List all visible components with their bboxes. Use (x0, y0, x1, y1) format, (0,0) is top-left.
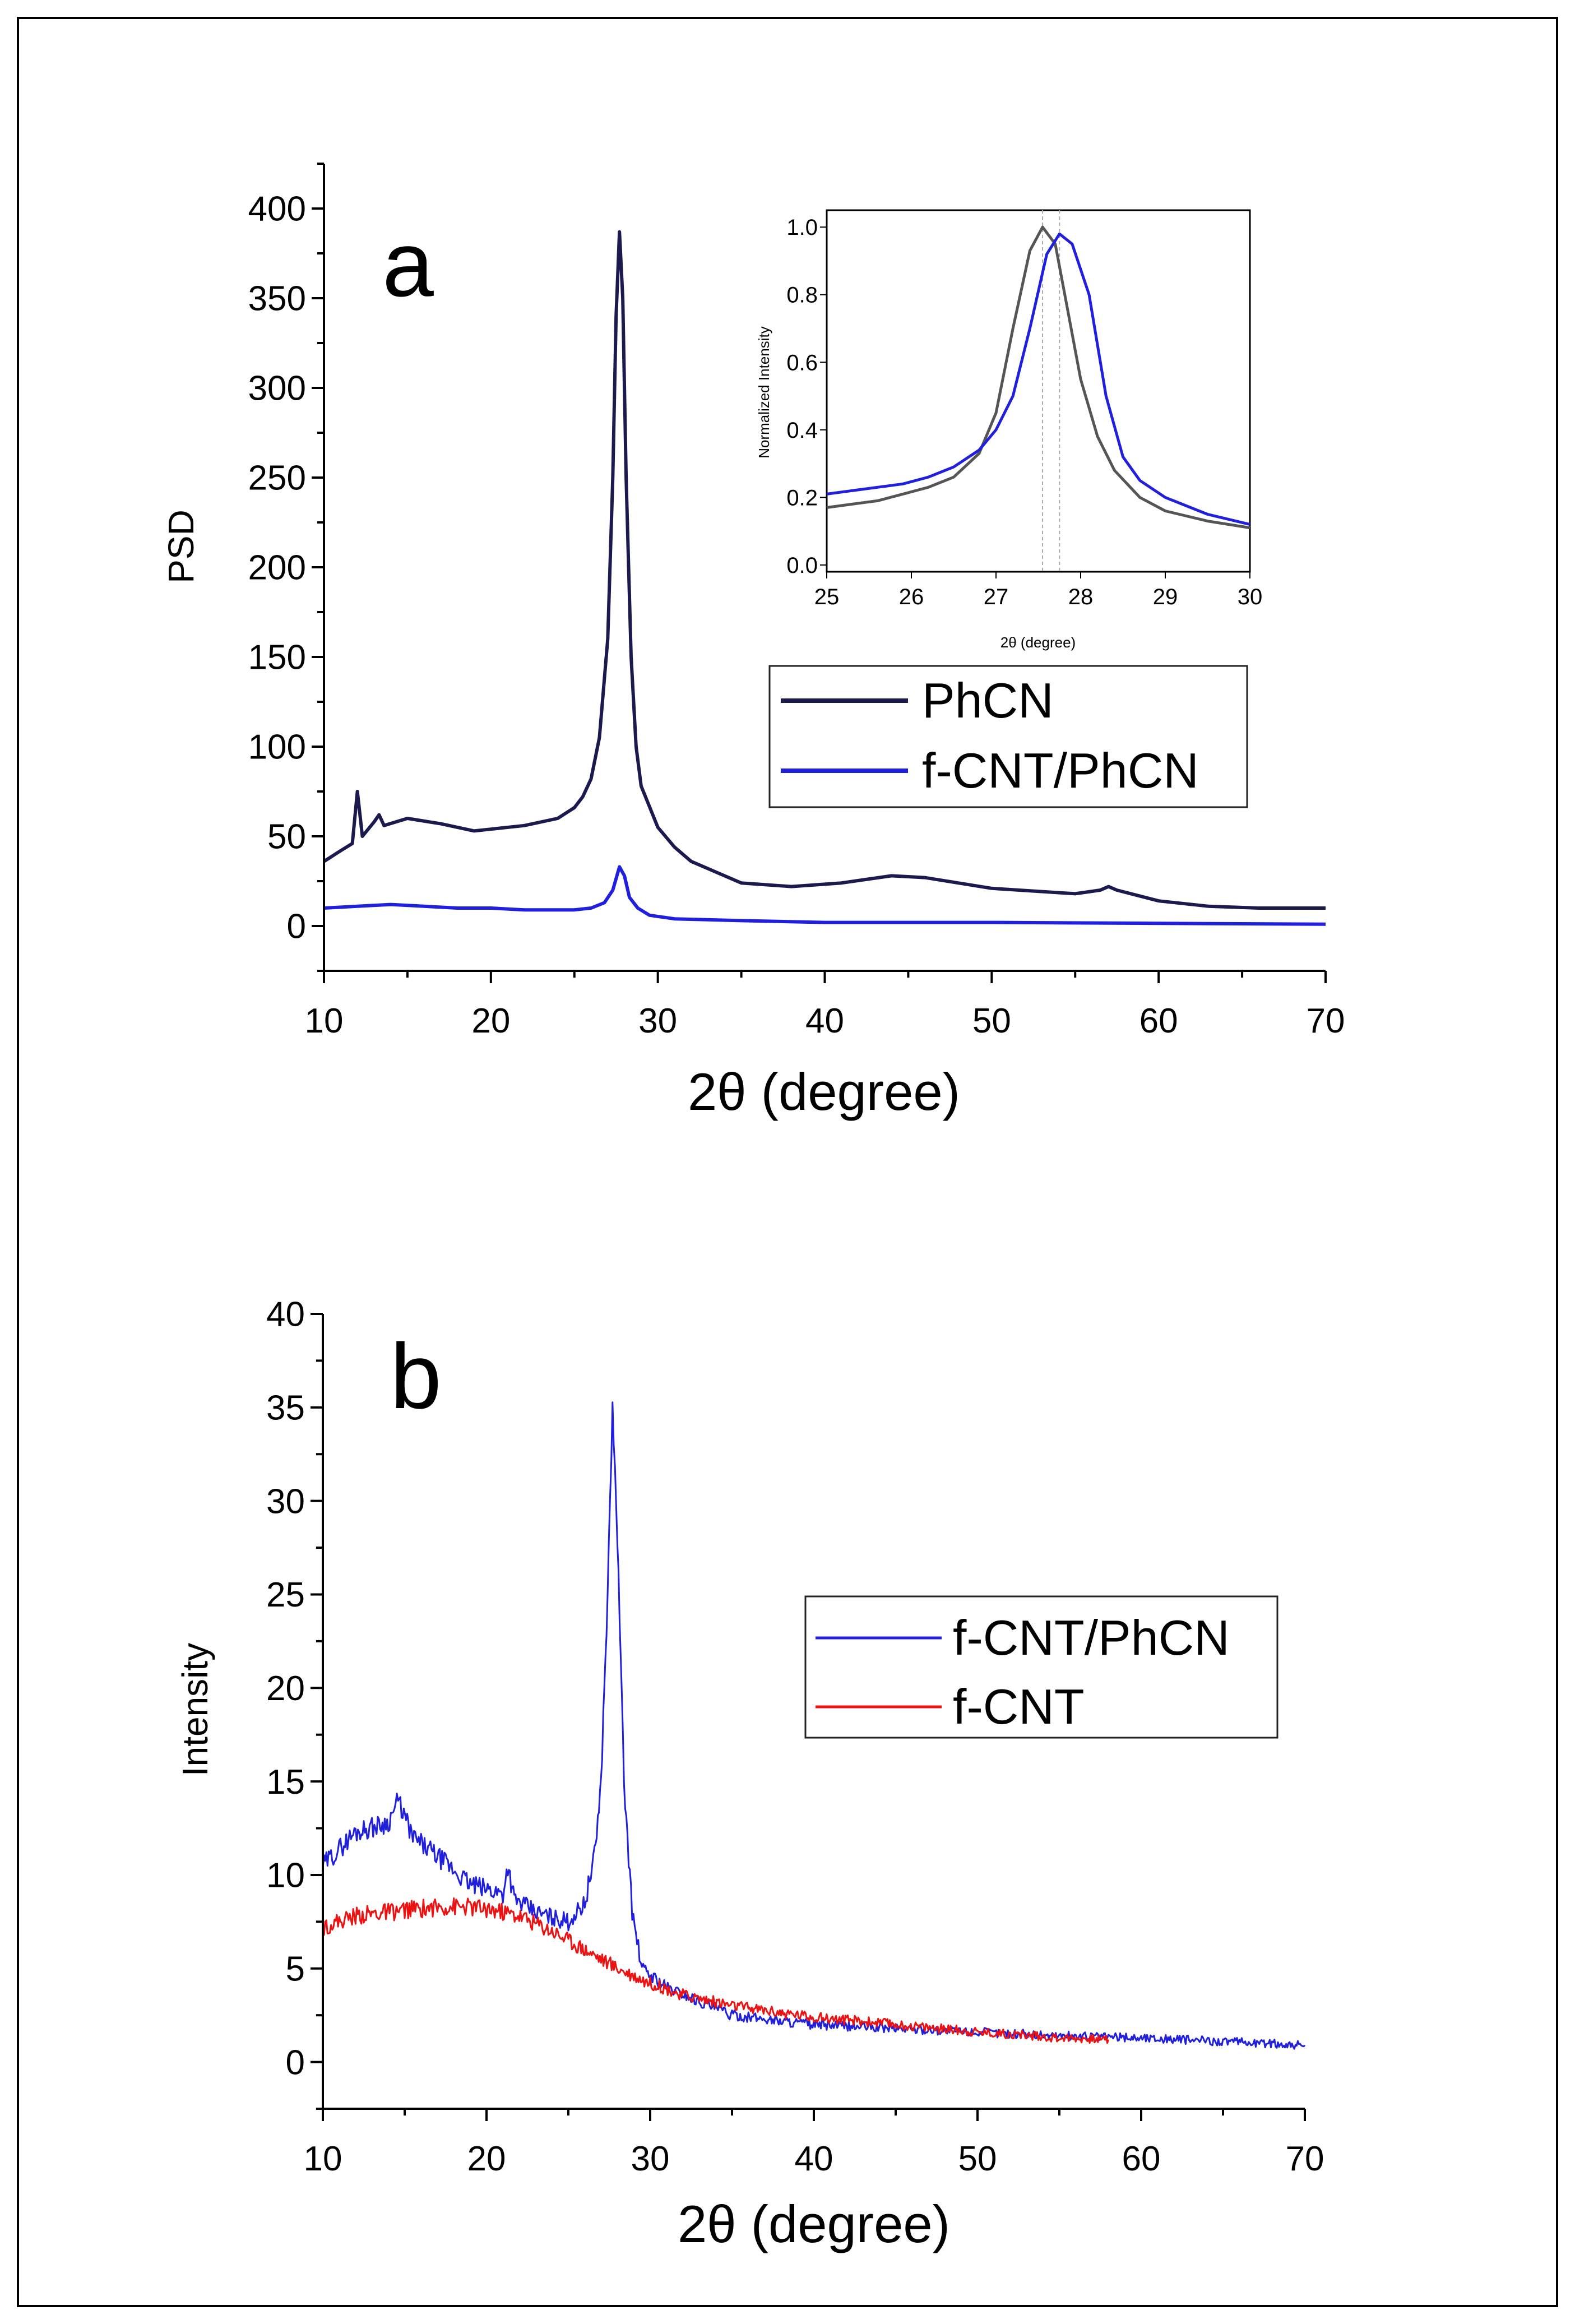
inset-reference-lines (1042, 210, 1060, 572)
panel-a-legend-label-fcnt-phcn: f-CNT/PhCN (922, 743, 1199, 798)
panel-b-y-tick-label: 0 (286, 2043, 305, 2082)
panel-b-y-ticks: 0 5 10 15 20 25 30 35 40 (266, 1295, 323, 2110)
panel-a-label: a (382, 212, 434, 316)
panel-b-y-tick-label: 10 (266, 1857, 305, 1895)
panel-a-x-tick-label: 20 (471, 1002, 510, 1040)
panel-a-y-tick-label: 100 (248, 728, 306, 767)
inset-y-ticks: 0.0 0.2 0.4 0.6 0.8 1.0 (786, 215, 827, 578)
panel-b-y-tick-label: 25 (266, 1576, 305, 1614)
panel-a-x-tick-label: 30 (638, 1002, 677, 1040)
panel-a-legend: PhCN f-CNT/PhCN (768, 665, 1248, 808)
inset-x-ticks: 25 26 27 28 29 30 (814, 572, 1263, 609)
panel-b-legend: f-CNT/PhCN f-CNT (804, 1595, 1278, 1739)
inset-x-tick-label: 30 (1238, 585, 1263, 609)
panel-a-y-tick-label: 300 (248, 369, 306, 408)
panel-a-x-tick-label: 70 (1307, 1002, 1345, 1040)
inset-y-tick-label: 0.2 (786, 485, 818, 510)
panel-a-y-tick-label: 400 (248, 190, 306, 229)
panel-a-y-tick-label: 150 (248, 638, 306, 677)
inset-y-tick-label: 0.0 (786, 553, 818, 578)
panel-a-inset: 25 26 27 28 29 30 0.0 0.2 0.4 0.6 0.8 1.0 2θ (degr… (756, 209, 1263, 651)
inset-x-tick-label: 26 (899, 585, 924, 609)
panel-b-x-tick-label: 30 (631, 2140, 670, 2178)
panel-b-y-tick-label: 40 (266, 1295, 305, 1334)
panel-a-x-tick-label: 10 (305, 1002, 344, 1040)
panel-a-series-layer (323, 230, 1326, 926)
panel-b-x-tick-label: 70 (1286, 2140, 1324, 2178)
panel-b-legend-label-fcnt: f-CNT (953, 1679, 1085, 1734)
panel-b-label: b (390, 1325, 442, 1428)
inset-x-tick-label: 27 (984, 585, 1009, 609)
panel-b-series-layer (322, 1401, 1306, 2050)
panel-a-x-tick-label: 60 (1139, 1002, 1178, 1040)
inset-x-tick-label: 25 (814, 585, 840, 609)
panel-a-y-tick-label: 200 (248, 549, 306, 587)
panel-b-x-ticks: 10 20 30 40 50 60 70 (304, 2109, 1324, 2178)
panel-b-legend-box (804, 1595, 1278, 1739)
inset-y-tick-label: 0.6 (786, 350, 818, 375)
panel-b-x-tick-label: 60 (1122, 2140, 1161, 2178)
panel-b-x-axis-label: 2θ (degree) (678, 2195, 950, 2253)
inset-series-layer (826, 225, 1250, 530)
figure-border (17, 17, 1558, 2307)
panel-b-y-tick-label: 35 (266, 1389, 305, 1428)
panel-a-y-tick-label: 0 (287, 908, 306, 946)
panel-a-y-ticks: 0 50 100 150 200 250 300 350 400 (248, 163, 324, 972)
panel-a: 10 20 30 40 50 60 70 050100150200250300350400 … (161, 163, 1345, 1121)
panel-a-x-tick-label: 40 (805, 1002, 844, 1040)
panel-b: 10 20 30 40 50 60 70 0 5 10 15 20 25 30 35 40 2θ (degr… (175, 1295, 1324, 2253)
inset-series-1 (826, 232, 1250, 526)
panel-a-y-tick-label: 50 (267, 818, 306, 857)
inset-series-0 (826, 225, 1250, 530)
inset-plot-area (826, 209, 1251, 573)
panel-b-x-tick-label: 40 (795, 2140, 833, 2178)
panel-a-legend-box (768, 665, 1248, 808)
panel-b-x-tick-label: 10 (304, 2140, 342, 2178)
panel-b-x-tick-label: 20 (467, 2140, 506, 2178)
panel-b-y-axis-label: Intensity (175, 1643, 215, 1776)
inset-y-tick-label: 0.4 (786, 418, 818, 443)
inset-y-axis-label: Normalized Intensity (756, 326, 772, 459)
panel-a-y-tick-label: 350 (248, 280, 306, 318)
panel-a-x-ticks: 10 20 30 40 50 60 70 (305, 971, 1345, 1040)
panel-a-y-tick-label: 250 (248, 459, 306, 498)
inset-x-tick-label: 29 (1153, 585, 1178, 609)
panel-b-y-tick-label: 5 (286, 1950, 305, 1988)
panel-a-legend-label-phcn: PhCN (922, 673, 1054, 728)
panel-b-y-tick-label: 20 (266, 1669, 305, 1708)
panel-b-y-tick-label: 30 (266, 1482, 305, 1521)
panel-b-series-1 (322, 1897, 1110, 2044)
inset-x-axis-label: 2θ (degree) (1000, 634, 1076, 651)
panel-b-y-tick-label: 15 (266, 1763, 305, 1802)
inset-y-tick-label: 1.0 (786, 215, 818, 240)
panel-a-x-axis-label: 2θ (degree) (688, 1062, 960, 1121)
panel-b-legend-label-fcnt-phcn: f-CNT/PhCN (953, 1610, 1230, 1665)
inset-x-tick-label: 28 (1068, 585, 1094, 609)
panel-a-y-axis-label: PSD (161, 510, 201, 584)
panel-b-x-tick-label: 50 (958, 2140, 997, 2178)
panel-a-series-0 (323, 230, 1326, 910)
panel-a-x-tick-label: 50 (972, 1002, 1011, 1040)
inset-y-tick-label: 0.8 (786, 283, 818, 308)
panel-a-series-1 (323, 865, 1326, 926)
